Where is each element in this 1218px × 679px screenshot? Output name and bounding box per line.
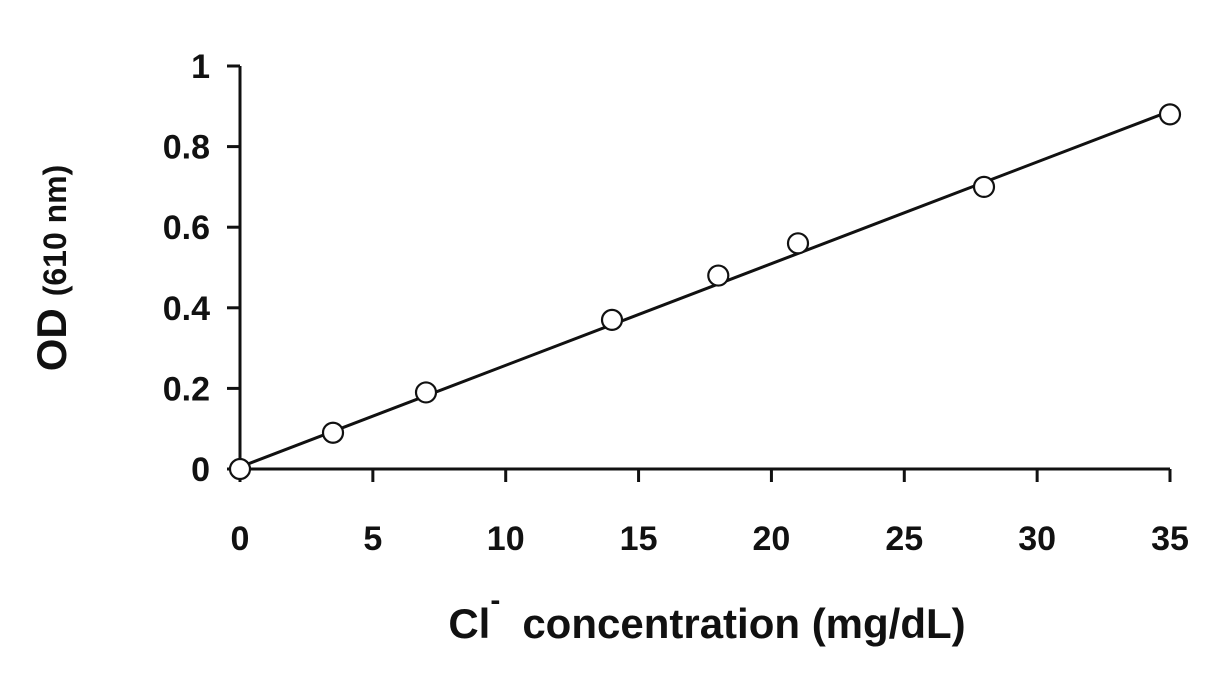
y-tick-label: 0.2: [163, 370, 210, 408]
x-tick-label: 35: [1151, 520, 1189, 558]
data-point: [228, 457, 252, 481]
x-tick-label: 15: [620, 520, 658, 558]
y-tick-label: 1: [191, 48, 210, 86]
y-axis-title-rest: (610 nm): [37, 165, 73, 297]
y-tick-label: 0.6: [163, 209, 210, 247]
data-points: [228, 103, 1182, 481]
trendline: [239, 109, 1171, 469]
data-point: [707, 264, 730, 287]
y-tick-label: 0.4: [163, 290, 210, 328]
data-point: [321, 421, 345, 444]
trendline-layer: [239, 109, 1171, 469]
y-axis-title-main: OD: [28, 308, 75, 371]
data-point: [600, 308, 624, 331]
x-axis-title-main: Cl: [448, 600, 490, 647]
x-tick-label: 10: [487, 520, 525, 558]
data-point: [414, 381, 438, 404]
x-axis-title-superscript: -: [490, 584, 500, 617]
data-point: [972, 175, 996, 198]
x-tick-label: 20: [753, 520, 791, 558]
ticks: 0 5 10 15 20 25 30 35 0 0.2 0.4 0.6 0.8 1: [163, 48, 1189, 558]
x-axis-title: Cl-concentration (mg/dL): [448, 584, 965, 647]
x-tick-label: 30: [1018, 520, 1056, 558]
x-tick-label: 25: [885, 520, 923, 558]
x-tick-label: 0: [231, 520, 250, 558]
data-point: [786, 232, 810, 255]
x-tick-label: 5: [363, 520, 382, 558]
y-tick-label: 0: [191, 451, 210, 489]
y-tick-label: 0.8: [163, 129, 210, 167]
x-axis-title-rest: concentration (mg/dL): [522, 600, 965, 647]
axes: [238, 66, 1170, 471]
data-point: [1158, 103, 1182, 126]
y-axis-title: OD (610 nm): [28, 165, 75, 372]
